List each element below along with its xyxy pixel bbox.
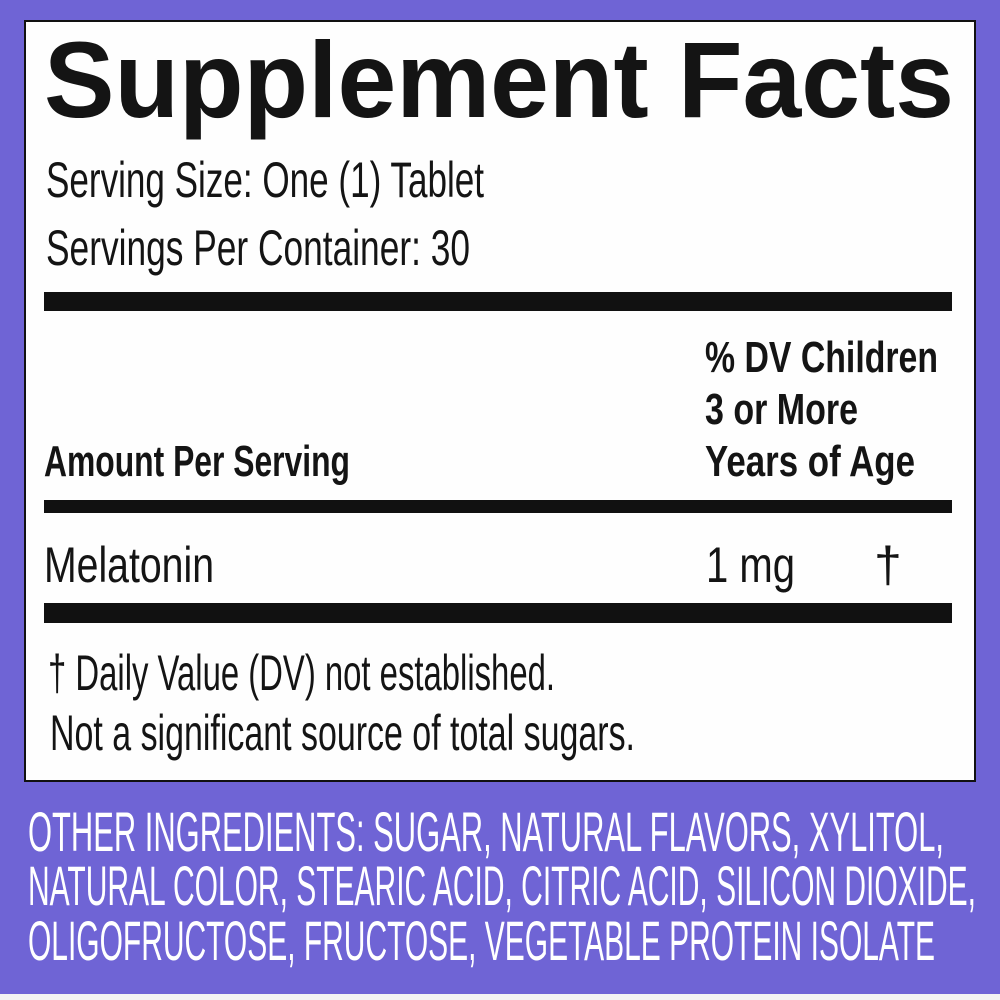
footnote-dv: † Daily Value (DV) not established. xyxy=(48,645,555,701)
nutrient-amount: 1 mg xyxy=(706,537,795,593)
dv-header-line-2: 3 or More xyxy=(705,385,858,434)
supplement-facts-panel xyxy=(24,20,976,782)
other-ingredients-line-1: OTHER INGREDIENTS: SUGAR, NATURAL FLAVOR… xyxy=(28,800,944,863)
nutrient-dv: † xyxy=(874,537,902,593)
other-ingredients-line-3: OLIGOFRUCTOSE, FRUCTOSE, VEGETABLE PROTE… xyxy=(28,909,935,972)
thick-divider-bottom xyxy=(44,603,952,623)
bottom-edge xyxy=(0,994,1000,1000)
thick-divider xyxy=(44,292,952,311)
dv-header-line-1: % DV Children xyxy=(705,333,938,382)
serving-size: Serving Size: One (1) Tablet xyxy=(46,152,484,208)
servings-per-container: Servings Per Container: 30 xyxy=(46,220,470,276)
footnote-sugars: Not a significant source of total sugars… xyxy=(50,705,635,761)
thin-divider xyxy=(44,500,952,513)
panel-title: Supplement Facts xyxy=(44,19,954,140)
amount-per-serving-header: Amount Per Serving xyxy=(44,437,350,486)
nutrient-name: Melatonin xyxy=(44,537,214,593)
other-ingredients-line-2: NATURAL COLOR, STEARIC ACID, CITRIC ACID… xyxy=(28,854,976,917)
dv-header-line-3: Years of Age xyxy=(705,437,915,486)
